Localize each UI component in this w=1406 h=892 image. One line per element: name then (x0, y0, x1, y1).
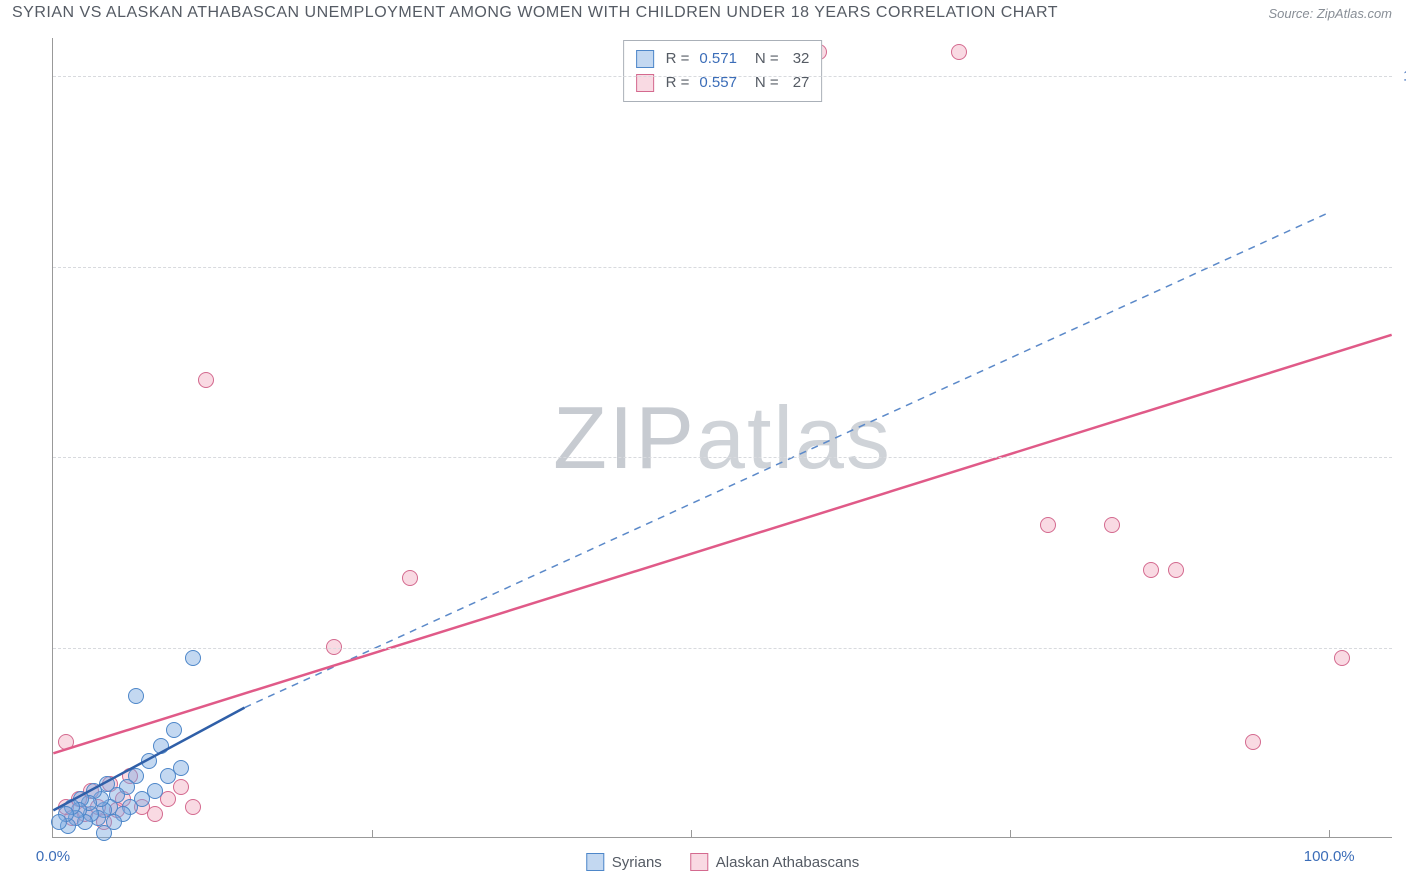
legend-label: Alaskan Athabascans (716, 854, 859, 871)
legend-item-syrians: Syrians (586, 853, 662, 871)
stats-row-syrians: R = 0.571 N = 32 (636, 47, 810, 71)
chart-area: Unemployment Among Women with Children U… (0, 30, 1406, 892)
trend-lines-layer (53, 38, 1392, 837)
x-tick (372, 830, 373, 838)
correlation-stats-box: R = 0.571 N = 32 R = 0.557 N = 27 (623, 40, 823, 102)
n-label: N = (755, 71, 779, 95)
n-value-athabascans: 27 (793, 71, 810, 95)
r-value-syrians: 0.571 (699, 47, 737, 71)
n-value-syrians: 32 (793, 47, 810, 71)
x-tick (1329, 830, 1330, 838)
r-label: R = (666, 71, 690, 95)
gridline (53, 76, 1392, 77)
swatch-icon (636, 50, 654, 68)
n-label: N = (755, 47, 779, 71)
swatch-icon (690, 853, 708, 871)
legend-item-athabascans: Alaskan Athabascans (690, 853, 859, 871)
plot-region: ZIPatlas R = 0.571 N = 32 R = 0.557 N = … (52, 38, 1392, 838)
gridline (53, 267, 1392, 268)
x-tick (691, 830, 692, 838)
trend-line (245, 213, 1328, 708)
gridline (53, 457, 1392, 458)
chart-title: SYRIAN VS ALASKAN ATHABASCAN UNEMPLOYMEN… (12, 4, 1058, 22)
swatch-icon (586, 853, 604, 871)
source-attribution: Source: ZipAtlas.com (1268, 6, 1392, 21)
trend-line (53, 335, 1391, 754)
x-tick (1010, 830, 1011, 838)
x-tick-label: 0.0% (36, 848, 70, 865)
x-tick-label: 100.0% (1304, 848, 1355, 865)
series-legend: Syrians Alaskan Athabascans (586, 853, 859, 871)
stats-row-athabascans: R = 0.557 N = 27 (636, 71, 810, 95)
gridline (53, 648, 1392, 649)
legend-label: Syrians (612, 854, 662, 871)
r-value-athabascans: 0.557 (699, 71, 737, 95)
r-label: R = (666, 47, 690, 71)
